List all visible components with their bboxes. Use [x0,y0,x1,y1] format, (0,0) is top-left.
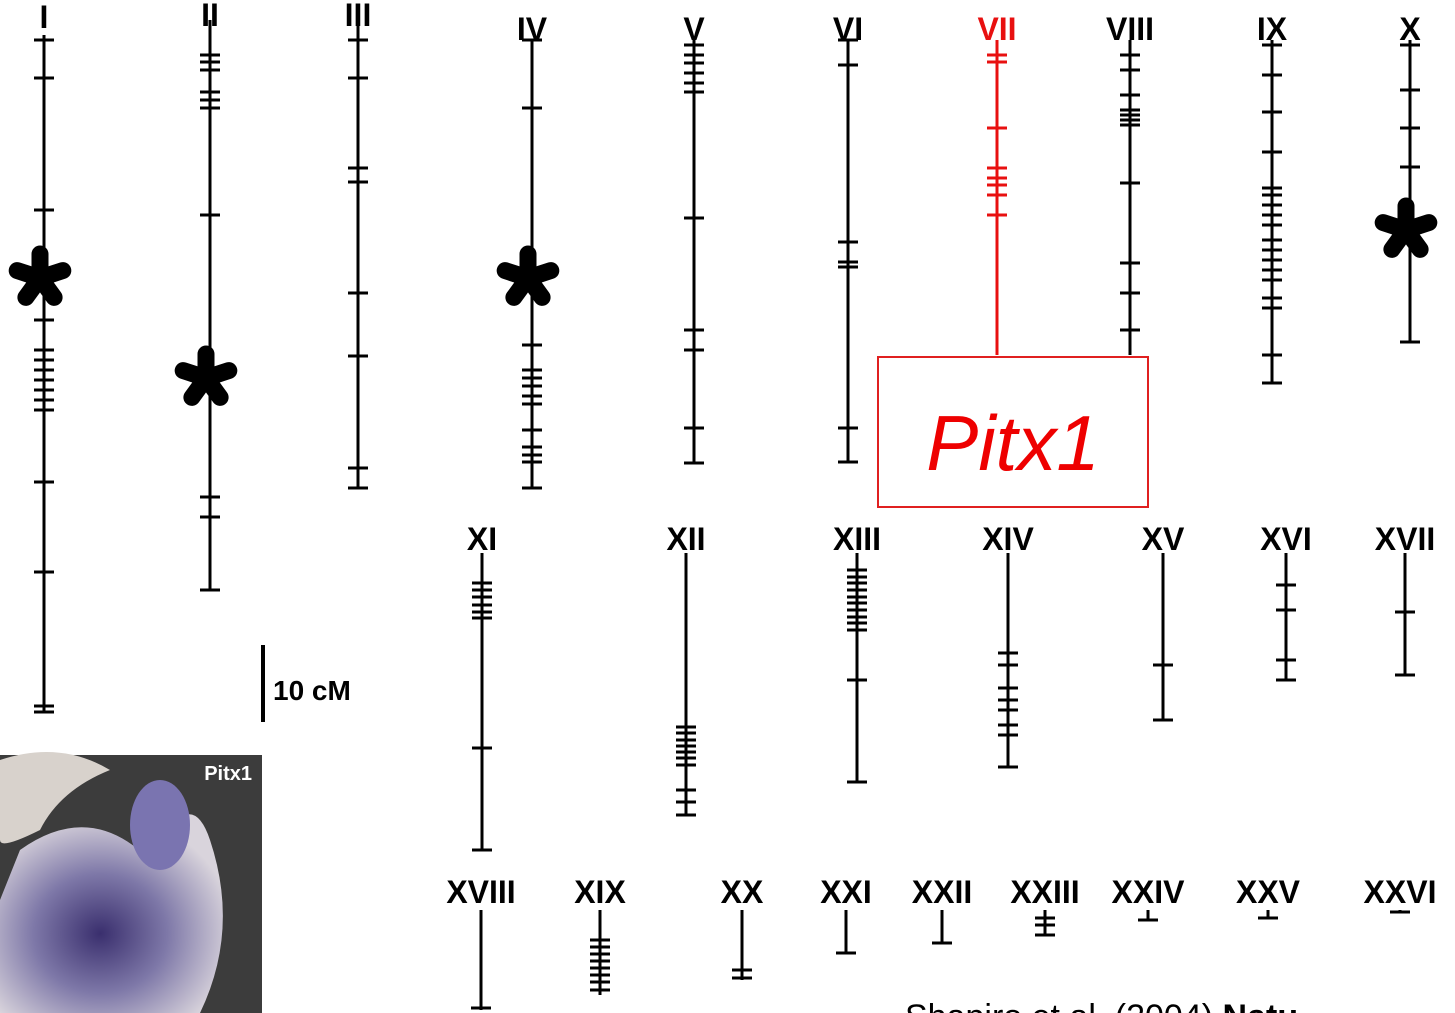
chromosome-label: XXV [1236,874,1301,910]
photo-label: Pitx1 [204,763,252,785]
scale-bar-label: 10 cM [273,675,351,706]
embryo-limb [130,780,190,870]
chromosome-label: XXII [912,874,972,910]
chromosome-label: XVI [1260,521,1312,557]
embryo [0,814,223,1013]
chromosome-label: XIII [833,521,881,557]
citation-journal: Natu [1223,998,1299,1013]
chromosome-label: XX [721,874,764,910]
chromosome-label: XI [467,521,497,557]
qtl-star [1383,223,1406,230]
page: Pitx1 10 cM Pitx1 Shapiro et al. (2004) … [0,0,1455,1013]
qtl-star [17,271,40,278]
chromosome-label: XII [666,521,705,557]
citation: Shapiro et al. (2004) Natu [905,998,1298,1013]
chromosome-label: XVII [1375,521,1435,557]
chromosome-label: I [40,0,49,35]
linkage-map: Pitx1 10 cM Pitx1 Shapiro et al. (2004) … [0,0,1455,1013]
chromosome-label: XXIV [1112,874,1186,910]
chromosome-label: XXIII [1010,874,1079,910]
chromosome-label: XXVI [1364,874,1437,910]
qtl-star [183,371,206,378]
citation-text: Shapiro et al. (2004) [905,998,1213,1013]
chromosome-label: XIV [982,521,1034,557]
chromosome-label: XV [1142,521,1185,557]
chromosome-label: XVIII [446,874,515,910]
highlight-label: Pitx1 [926,399,1099,487]
chromosome-label: XXI [820,874,872,910]
photo: Pitx1 [0,752,262,1013]
chromosome-label: XIX [574,874,626,910]
qtl-star [505,271,528,278]
